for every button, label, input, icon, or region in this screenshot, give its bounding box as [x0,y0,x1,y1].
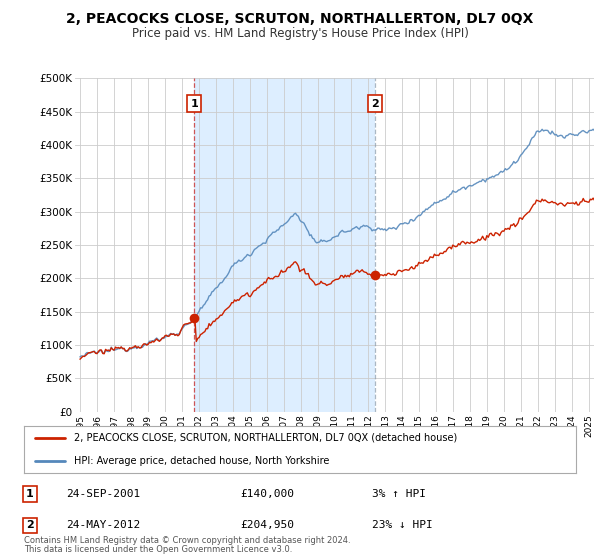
Text: 2: 2 [371,99,379,109]
Text: HPI: Average price, detached house, North Yorkshire: HPI: Average price, detached house, Nort… [74,456,329,466]
Text: 24-SEP-2001: 24-SEP-2001 [66,489,140,499]
Text: 2: 2 [26,520,34,530]
Text: 1: 1 [26,489,34,499]
Text: 3% ↑ HPI: 3% ↑ HPI [372,489,426,499]
Text: 24-MAY-2012: 24-MAY-2012 [66,520,140,530]
Text: 2, PEACOCKS CLOSE, SCRUTON, NORTHALLERTON, DL7 0QX: 2, PEACOCKS CLOSE, SCRUTON, NORTHALLERTO… [67,12,533,26]
Text: £204,950: £204,950 [240,520,294,530]
Text: 2, PEACOCKS CLOSE, SCRUTON, NORTHALLERTON, DL7 0QX (detached house): 2, PEACOCKS CLOSE, SCRUTON, NORTHALLERTO… [74,432,457,442]
Text: This data is licensed under the Open Government Licence v3.0.: This data is licensed under the Open Gov… [24,545,292,554]
Text: Price paid vs. HM Land Registry's House Price Index (HPI): Price paid vs. HM Land Registry's House … [131,27,469,40]
Text: 23% ↓ HPI: 23% ↓ HPI [372,520,433,530]
Text: 1: 1 [190,99,198,109]
Text: Contains HM Land Registry data © Crown copyright and database right 2024.: Contains HM Land Registry data © Crown c… [24,536,350,545]
Bar [194,78,375,412]
Text: £140,000: £140,000 [240,489,294,499]
